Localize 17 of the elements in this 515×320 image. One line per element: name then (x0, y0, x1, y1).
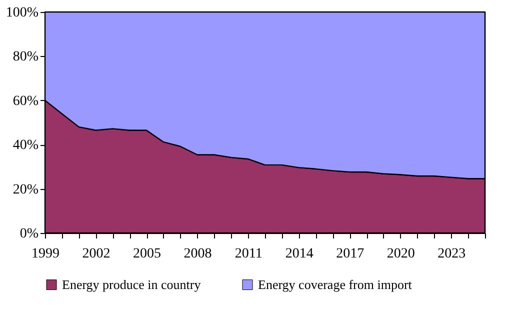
x-tick-label: 2017 (336, 246, 364, 262)
x-tick-label: 2008 (184, 246, 212, 262)
x-tick-label: 2002 (82, 246, 110, 262)
x-tick-label: 2011 (234, 246, 262, 262)
x-tick-label: 2005 (133, 246, 162, 262)
y-tick-label: 100% (6, 6, 39, 20)
y-tick-label: 20% (12, 182, 39, 198)
y-tick-label: 80% (12, 50, 39, 65)
legend-label: Energy produce in country (62, 276, 202, 292)
y-tick-label: 60% (12, 94, 39, 109)
legend-label: Energy coverage from import (258, 276, 412, 292)
y-tick-label: 40% (12, 138, 39, 154)
y-tick-label: 0% (20, 226, 39, 242)
x-tick-label: 2014 (285, 246, 314, 262)
x-tick-label: 2020 (386, 246, 415, 262)
x-tick-label: 2023 (438, 246, 466, 262)
x-tick-label: 1999 (32, 246, 60, 262)
